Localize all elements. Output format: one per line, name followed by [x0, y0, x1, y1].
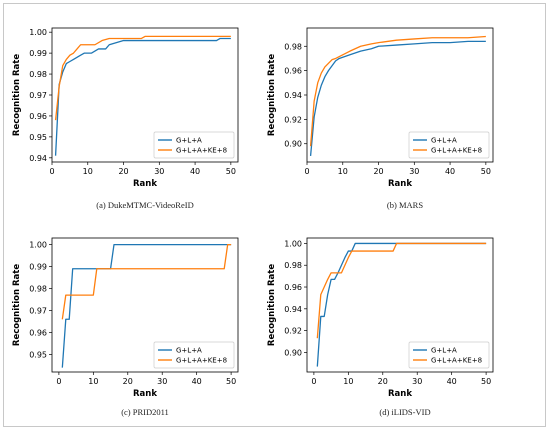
- y-tick-label: 0.97: [29, 306, 47, 315]
- x-tick-label: 30: [412, 377, 422, 386]
- chart-panel-dukemtmc: 0 10 20 30 40 50 0.94 0.95 0.96 0.97 0.98 0.99 1.00 R…: [12, 27, 239, 189]
- legend-label: G+L+A: [431, 137, 457, 145]
- caption-dukemtmc: (a) DukeMTMC-VideoReID: [96, 200, 194, 210]
- caption-mars: (b) MARS: [386, 200, 424, 210]
- x-tick-label: 40: [445, 167, 455, 176]
- series-line-g-l-a-ke-8: [54, 35, 231, 121]
- chart-panel-prid2011: 0 10 20 30 40 50 0.95 0.96 0.97 0.98 0.99 1.00 Rank R…: [12, 237, 239, 399]
- x-tick-label: 20: [118, 167, 128, 176]
- series-line-g-l-a-ke-8: [309, 35, 486, 147]
- series-line-g-l-a: [54, 37, 231, 156]
- x-tick-label: 50: [226, 377, 236, 386]
- y-tick-label: 0.95: [29, 350, 47, 359]
- x-tick-label: 50: [481, 167, 491, 176]
- x-tick-label: 0: [304, 167, 309, 176]
- y-tick-label: 0.98: [284, 261, 302, 270]
- legend-label: G+L+A+KE+8: [176, 147, 227, 155]
- x-tick-label: 40: [192, 377, 202, 386]
- chart-panel-mars: 0 10 20 30 40 50 0.90 0.92 0.94 0.96 0.98 Rank Recog…: [267, 27, 494, 189]
- legend-box: [153, 131, 235, 159]
- plot-area: [306, 237, 494, 373]
- y-tick-label: 0.90: [284, 140, 302, 149]
- x-tick-label: 40: [190, 167, 200, 176]
- legend-label: G+L+A+KE+8: [176, 357, 227, 365]
- x-tick-label: 50: [226, 167, 236, 176]
- x-tick-label: 30: [409, 167, 419, 176]
- x-tick-label: 0: [56, 377, 61, 386]
- x-tick-label: 20: [378, 377, 388, 386]
- y-tick-label: 0.99: [29, 263, 47, 272]
- y-tick-label: 0.95: [29, 133, 47, 142]
- x-tick-label: 10: [338, 167, 348, 176]
- y-tick-label: 0.94: [284, 305, 302, 314]
- y-tick-label: 0.94: [284, 91, 302, 100]
- x-axis-label: Rank: [133, 389, 157, 399]
- x-tick-label: 40: [447, 377, 457, 386]
- caption-prid2011: (c) PRID2011: [121, 407, 169, 417]
- x-tick-label: 30: [154, 167, 164, 176]
- legend-label: G+L+A+KE+8: [431, 147, 482, 155]
- y-tick-label: 0.92: [284, 115, 302, 124]
- x-axis-label: Rank: [388, 179, 412, 189]
- y-tick-label: 0.90: [284, 348, 302, 357]
- y-tick-label: 0.96: [29, 112, 47, 121]
- series-line-g-l-a-ke-8: [61, 243, 232, 320]
- y-tick-label: 0.97: [29, 91, 47, 100]
- y-axis-label: Recognition Rate: [267, 264, 277, 346]
- legend-label: G+L+A: [176, 137, 202, 145]
- y-tick-label: 1.00: [284, 239, 302, 248]
- caption-ilidsvid: (d) iLIDS-VID: [379, 407, 431, 417]
- series-line-g-l-a-ke-8: [316, 242, 487, 339]
- legend-box: [408, 341, 490, 369]
- y-tick-label: 0.94: [29, 154, 47, 163]
- y-tick-label: 0.99: [29, 49, 47, 58]
- y-tick-label: 0.98: [29, 285, 47, 294]
- x-tick-label: 10: [83, 167, 93, 176]
- figure-frame: [3, 3, 546, 427]
- y-tick-label: 0.96: [29, 328, 47, 337]
- series-line-g-l-a: [316, 242, 487, 367]
- y-axis-label: Recognition Rate: [12, 264, 22, 346]
- y-tick-label: 0.96: [284, 283, 302, 292]
- y-tick-label: 0.92: [284, 327, 302, 336]
- x-tick-label: 20: [123, 377, 133, 386]
- legend-label: G+L+A: [431, 347, 457, 355]
- legend-box: [153, 341, 235, 369]
- y-tick-label: 1.00: [29, 241, 47, 250]
- x-tick-label: 20: [373, 167, 383, 176]
- y-axis-label: Recognition Rate: [267, 54, 277, 136]
- x-tick-label: 0: [49, 167, 54, 176]
- x-axis-label: Rank: [133, 179, 157, 189]
- legend-box: [408, 131, 490, 159]
- x-tick-label: 0: [311, 377, 316, 386]
- legend-label: G+L+A+KE+8: [431, 357, 482, 365]
- x-tick-label: 10: [88, 377, 98, 386]
- y-tick-label: 0.96: [284, 67, 302, 76]
- y-tick-label: 0.98: [29, 70, 47, 79]
- x-tick-label: 30: [157, 377, 167, 386]
- y-tick-label: 1.00: [29, 28, 47, 37]
- y-tick-label: 0.98: [284, 42, 302, 51]
- legend-label: G+L+A: [176, 347, 202, 355]
- y-axis-label: Recognition Rate: [12, 54, 22, 136]
- x-tick-label: 10: [343, 377, 353, 386]
- series-line-g-l-a: [61, 243, 232, 368]
- chart-panel-ilidsvid: 0 10 20 30 40 50 0.90 0.92 0.94 0.96 0.98 1.00 Rank R…: [267, 237, 494, 399]
- series-line-g-l-a: [309, 40, 486, 156]
- x-tick-label: 50: [481, 377, 491, 386]
- x-axis-label: Rank: [388, 389, 412, 399]
